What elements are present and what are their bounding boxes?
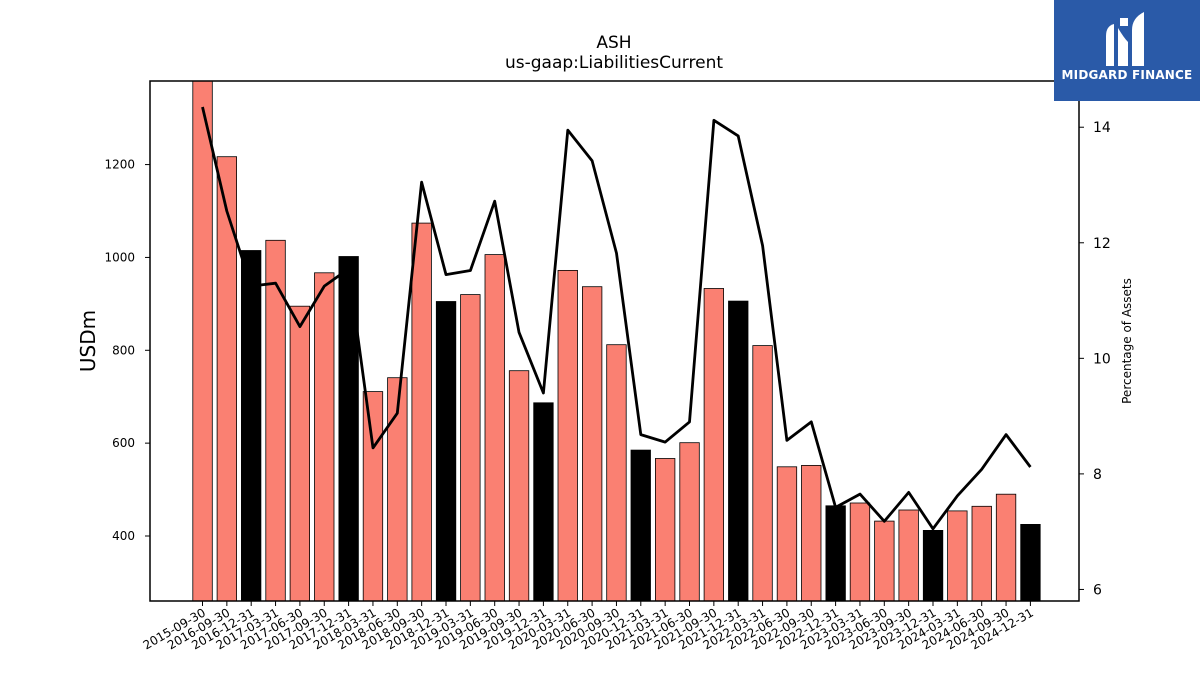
bar-2018-09-30 [411,222,432,602]
y2-tick-label: 12 [1093,236,1111,252]
y-axis-label: USDm [76,310,100,372]
y2-axis: 6 8 10 12 14 [1079,120,1111,598]
y2-tick-label: 8 [1093,467,1102,483]
percentage-line [201,106,1032,531]
bar-series [192,80,1041,602]
bar-2024-06-30 [971,505,992,602]
plot-frame [149,80,1080,602]
bar-2016-09-30 [216,156,238,602]
bar-2022-09-30 [801,464,822,602]
bar-2019-12-31 [533,402,554,602]
y2-tick-label: 14 [1093,120,1111,136]
bar-2024-03-31 [947,510,968,602]
bar-2022-06-30 [776,466,798,602]
y2-axis-label: Percentage of Assets [1120,278,1134,404]
x-axis: 2015-09-302016-09-302016-12-312017-03-31… [141,601,1036,652]
bar-2021-09-30 [703,288,724,602]
y-axis: 400 600 800 1000 1200 [104,158,150,543]
bar-2023-03-31 [849,502,871,602]
y-tick-label: 800 [112,343,135,357]
y2-tick-label: 6 [1093,582,1102,598]
bar-2023-09-30 [898,509,919,602]
bar-2017-09-30 [314,272,335,602]
bar-2015-09-30 [192,80,213,602]
bar-2024-12-31 [1020,524,1041,602]
bar-2023-12-31 [922,530,944,602]
bar-2022-03-31 [752,345,773,602]
y-tick-label: 1200 [104,158,135,172]
bar-2020-09-30 [606,344,627,602]
bar-2023-06-30 [874,520,895,602]
midgard-logo-icon [1106,12,1144,66]
bar-2019-06-30 [484,254,505,602]
bar-2022-12-31 [825,505,846,602]
y-tick-label: 400 [112,529,135,543]
bar-2021-06-30 [679,442,700,602]
bar-2021-12-31 [728,300,749,602]
logo-text: MIDGARD FINANCE [1061,68,1193,82]
bar-2020-06-30 [582,286,603,602]
chart-subtitle: us-gaap:LiabilitiesCurrent [505,53,723,73]
bar-2016-12-31 [240,250,262,602]
bar-2020-12-31 [630,449,651,602]
y2-tick-label: 10 [1093,351,1111,367]
bar-2019-09-30 [508,370,530,602]
y-tick-label: 1000 [104,250,135,264]
bar-2021-03-31 [655,458,676,602]
bar-2020-03-31 [557,269,578,602]
brand-logo: MIDGARD FINANCE [1054,0,1200,101]
bar-2017-12-31 [338,256,359,602]
chart-title: ASH [596,33,631,53]
bar-2019-03-31 [460,294,481,602]
y-tick-label: 600 [112,436,135,450]
line-series [201,106,1032,531]
bar-2018-03-31 [362,391,384,602]
bar-2024-09-30 [995,493,1017,602]
bar-2018-12-31 [435,301,457,602]
bar-2017-06-30 [289,305,311,602]
